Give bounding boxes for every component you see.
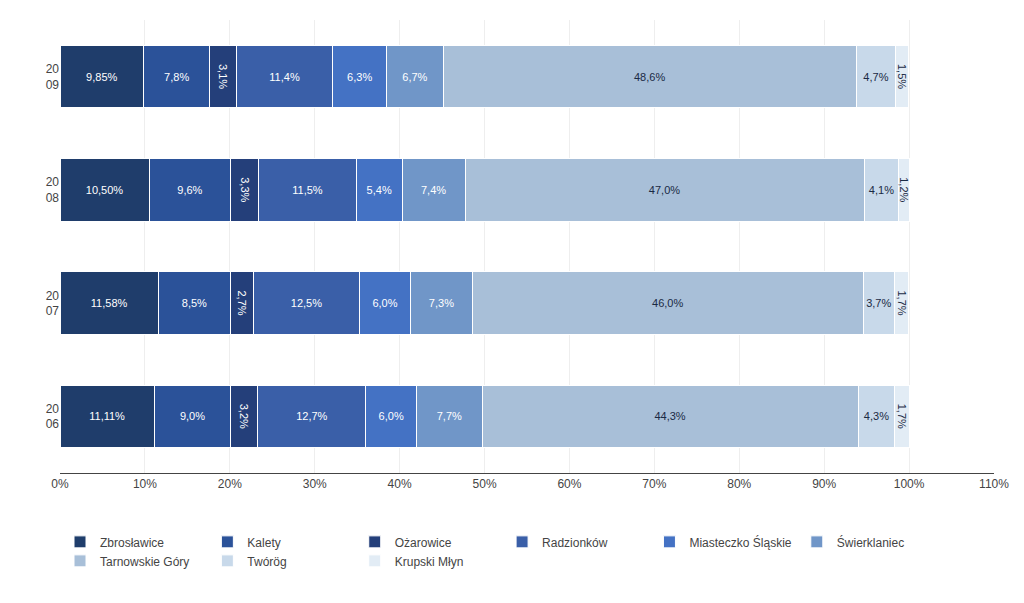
- svg-text:4,3%: 4,3%: [864, 410, 889, 422]
- svg-text:8,5%: 8,5%: [182, 297, 207, 309]
- svg-text:0%: 0%: [51, 477, 69, 491]
- svg-text:2,7%: 2,7%: [236, 290, 248, 315]
- svg-text:100%: 100%: [894, 477, 925, 491]
- svg-text:6,0%: 6,0%: [372, 297, 397, 309]
- svg-text:30%: 30%: [303, 477, 327, 491]
- svg-text:60%: 60%: [557, 477, 581, 491]
- svg-text:Tarnowskie Góry: Tarnowskie Góry: [100, 555, 189, 569]
- svg-text:80%: 80%: [727, 477, 751, 491]
- svg-text:90%: 90%: [812, 477, 836, 491]
- svg-text:Kalety: Kalety: [247, 536, 280, 550]
- svg-text:7,8%: 7,8%: [164, 71, 189, 83]
- svg-text:6,0%: 6,0%: [379, 410, 404, 422]
- svg-text:46,0%: 46,0%: [652, 297, 683, 309]
- svg-text:3,3%: 3,3%: [239, 177, 251, 202]
- svg-text:Zbrosławice: Zbrosławice: [100, 536, 164, 550]
- svg-text:20%: 20%: [218, 477, 242, 491]
- svg-text:1,7%: 1,7%: [896, 404, 908, 429]
- svg-text:4,1%: 4,1%: [869, 184, 894, 196]
- svg-text:9,0%: 9,0%: [180, 410, 205, 422]
- svg-text:Ożarowice: Ożarowice: [395, 536, 452, 550]
- svg-text:Krupski Młyn: Krupski Młyn: [395, 555, 464, 569]
- svg-text:12,5%: 12,5%: [291, 297, 322, 309]
- svg-text:44,3%: 44,3%: [654, 410, 685, 422]
- svg-text:11,58%: 11,58%: [91, 297, 128, 309]
- svg-text:Miasteczko Śląskie: Miasteczko Śląskie: [689, 535, 791, 550]
- svg-text:6,7%: 6,7%: [402, 71, 427, 83]
- svg-text:47,0%: 47,0%: [649, 184, 680, 196]
- svg-text:10,50%: 10,50%: [86, 184, 124, 196]
- svg-text:2008: 2008: [46, 175, 60, 205]
- svg-text:3,1%: 3,1%: [217, 64, 229, 89]
- svg-text:11,5%: 11,5%: [292, 184, 323, 196]
- svg-text:2006: 2006: [46, 402, 60, 432]
- svg-text:9,6%: 9,6%: [177, 184, 202, 196]
- svg-text:4,7%: 4,7%: [863, 71, 888, 83]
- svg-text:110%: 110%: [979, 477, 1009, 491]
- svg-text:Twórög: Twórög: [247, 555, 286, 569]
- svg-text:11,11%: 11,11%: [89, 410, 125, 422]
- svg-text:2007: 2007: [46, 289, 60, 319]
- svg-text:3,7%: 3,7%: [866, 297, 891, 309]
- svg-text:1,7%: 1,7%: [896, 290, 908, 315]
- svg-text:1,5%: 1,5%: [896, 64, 908, 89]
- svg-text:1,2%: 1,2%: [898, 177, 910, 202]
- svg-text:5,4%: 5,4%: [367, 184, 392, 196]
- svg-text:6,3%: 6,3%: [347, 71, 372, 83]
- svg-text:50%: 50%: [473, 477, 497, 491]
- svg-text:Radzionków: Radzionków: [542, 536, 608, 550]
- svg-text:7,4%: 7,4%: [421, 184, 446, 196]
- svg-text:12,7%: 12,7%: [296, 410, 327, 422]
- svg-text:11,4%: 11,4%: [269, 71, 300, 83]
- svg-text:10%: 10%: [133, 477, 157, 491]
- svg-text:48,6%: 48,6%: [634, 71, 665, 83]
- svg-text:3,2%: 3,2%: [238, 404, 250, 429]
- svg-text:7,7%: 7,7%: [437, 410, 462, 422]
- svg-text:7,3%: 7,3%: [429, 297, 454, 309]
- svg-text:40%: 40%: [388, 477, 412, 491]
- svg-text:70%: 70%: [642, 477, 666, 491]
- svg-text:Świerklaniec: Świerklaniec: [837, 535, 904, 550]
- svg-text:2009: 2009: [46, 62, 60, 92]
- svg-text:9,85%: 9,85%: [86, 71, 117, 83]
